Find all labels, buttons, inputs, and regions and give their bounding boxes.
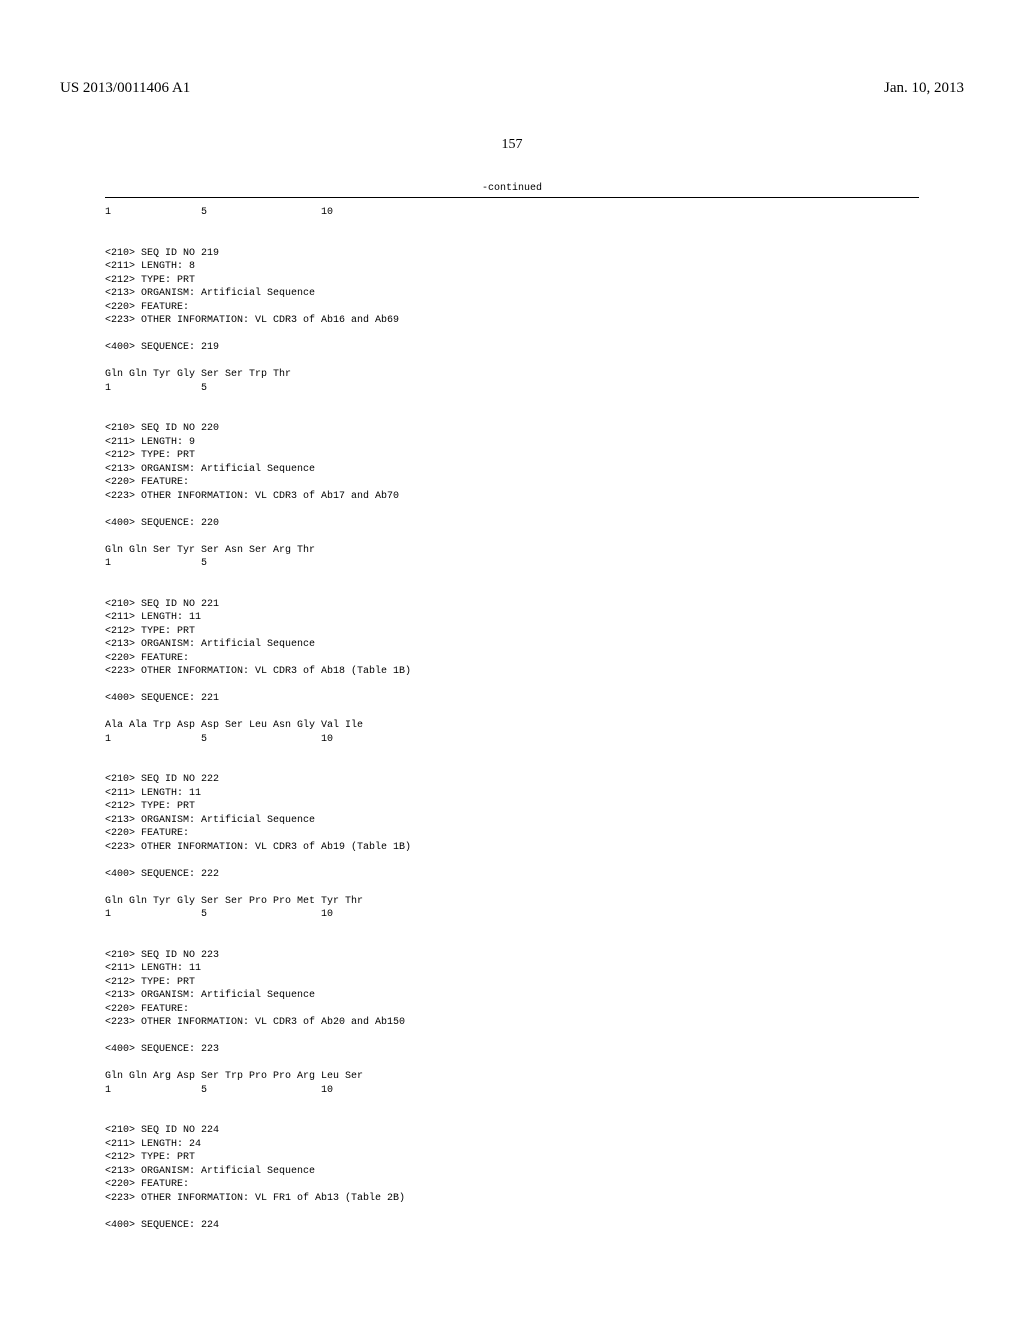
other-info-line: <223> OTHER INFORMATION: VL CDR3 of Ab18… bbox=[105, 666, 411, 677]
feature-line: <220> FEATURE: bbox=[105, 828, 189, 839]
other-info-line: <223> OTHER INFORMATION: VL CDR3 of Ab16… bbox=[105, 315, 399, 326]
type-line: <212> TYPE: PRT bbox=[105, 1152, 195, 1163]
sequence-label-line: <400> SEQUENCE: 220 bbox=[105, 518, 219, 529]
page-number: 157 bbox=[60, 137, 964, 153]
organism-line: <213> ORGANISM: Artificial Sequence bbox=[105, 464, 315, 475]
position-line: 1 5 bbox=[105, 383, 207, 394]
feature-line: <220> FEATURE: bbox=[105, 1004, 189, 1015]
length-line: <211> LENGTH: 11 bbox=[105, 612, 201, 623]
page-header: US 2013/0011406 A1 Jan. 10, 2013 bbox=[60, 80, 964, 97]
length-line: <211> LENGTH: 11 bbox=[105, 963, 201, 974]
seq-id-line: <210> SEQ ID NO 221 bbox=[105, 599, 219, 610]
organism-line: <213> ORGANISM: Artificial Sequence bbox=[105, 1166, 315, 1177]
sequence-line: Gln Gln Arg Asp Ser Trp Pro Pro Arg Leu … bbox=[105, 1071, 363, 1082]
type-line: <212> TYPE: PRT bbox=[105, 450, 195, 461]
position-line: 1 5 bbox=[105, 558, 207, 569]
position-line: 1 5 10 bbox=[105, 909, 333, 920]
sequence-label-line: <400> SEQUENCE: 222 bbox=[105, 869, 219, 880]
organism-line: <213> ORGANISM: Artificial Sequence bbox=[105, 815, 315, 826]
sequence-line: Gln Gln Ser Tyr Ser Asn Ser Arg Thr bbox=[105, 545, 315, 556]
feature-line: <220> FEATURE: bbox=[105, 477, 189, 488]
length-line: <211> LENGTH: 9 bbox=[105, 437, 195, 448]
position-line: 1 5 10 bbox=[105, 734, 333, 745]
organism-line: <213> ORGANISM: Artificial Sequence bbox=[105, 639, 315, 650]
sequence-line: Gln Gln Tyr Gly Ser Ser Pro Pro Met Tyr … bbox=[105, 896, 363, 907]
seq-id-line: <210> SEQ ID NO 222 bbox=[105, 774, 219, 785]
divider-line bbox=[105, 197, 919, 198]
length-line: <211> LENGTH: 11 bbox=[105, 788, 201, 799]
seq-id-line: <210> SEQ ID NO 219 bbox=[105, 248, 219, 259]
sequence-line: Gln Gln Tyr Gly Ser Ser Trp Thr bbox=[105, 369, 291, 380]
seq-id-line: <210> SEQ ID NO 223 bbox=[105, 950, 219, 961]
length-line: <211> LENGTH: 8 bbox=[105, 261, 195, 272]
publication-number: US 2013/0011406 A1 bbox=[60, 80, 190, 97]
feature-line: <220> FEATURE: bbox=[105, 1179, 189, 1190]
sequence-listing: 1 5 10 <210> SEQ ID NO 219 <211> LENGTH:… bbox=[60, 206, 964, 1232]
publication-date: Jan. 10, 2013 bbox=[884, 80, 964, 97]
type-line: <212> TYPE: PRT bbox=[105, 801, 195, 812]
sequence-line: Ala Ala Trp Asp Asp Ser Leu Asn Gly Val … bbox=[105, 720, 363, 731]
feature-line: <220> FEATURE: bbox=[105, 653, 189, 664]
organism-line: <213> ORGANISM: Artificial Sequence bbox=[105, 990, 315, 1001]
seq-id-line: <210> SEQ ID NO 220 bbox=[105, 423, 219, 434]
position-line: 1 5 10 bbox=[105, 207, 333, 218]
type-line: <212> TYPE: PRT bbox=[105, 977, 195, 988]
type-line: <212> TYPE: PRT bbox=[105, 275, 195, 286]
feature-line: <220> FEATURE: bbox=[105, 302, 189, 313]
position-line: 1 5 10 bbox=[105, 1085, 333, 1096]
type-line: <212> TYPE: PRT bbox=[105, 626, 195, 637]
seq-id-line: <210> SEQ ID NO 224 bbox=[105, 1125, 219, 1136]
length-line: <211> LENGTH: 24 bbox=[105, 1139, 201, 1150]
other-info-line: <223> OTHER INFORMATION: VL CDR3 of Ab20… bbox=[105, 1017, 405, 1028]
sequence-label-line: <400> SEQUENCE: 223 bbox=[105, 1044, 219, 1055]
sequence-label-line: <400> SEQUENCE: 221 bbox=[105, 693, 219, 704]
other-info-line: <223> OTHER INFORMATION: VL FR1 of Ab13 … bbox=[105, 1193, 405, 1204]
sequence-label-line: <400> SEQUENCE: 224 bbox=[105, 1220, 219, 1231]
continued-label: -continued bbox=[60, 183, 964, 194]
other-info-line: <223> OTHER INFORMATION: VL CDR3 of Ab19… bbox=[105, 842, 411, 853]
other-info-line: <223> OTHER INFORMATION: VL CDR3 of Ab17… bbox=[105, 491, 399, 502]
sequence-label-line: <400> SEQUENCE: 219 bbox=[105, 342, 219, 353]
organism-line: <213> ORGANISM: Artificial Sequence bbox=[105, 288, 315, 299]
